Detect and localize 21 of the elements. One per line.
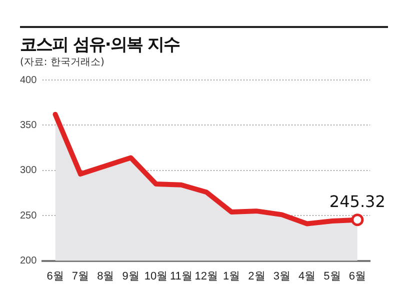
y-tick-label: 350 (20, 120, 38, 131)
chart-title: 코스피 섬유·의복 지수 (20, 34, 180, 56)
x-tick-label: 3월 (273, 270, 290, 282)
x-tick-label: 4월 (298, 270, 316, 282)
y-tick-label: 250 (20, 210, 38, 222)
y-tick-label: 400 (20, 74, 38, 86)
x-tick-label: 9월 (122, 270, 140, 282)
x-tick-label: 7월 (72, 270, 90, 282)
x-tick-label: 12월 (194, 270, 218, 282)
y-tick-label: 300 (20, 165, 38, 176)
x-tick-label: 6월 (46, 270, 64, 282)
chart-subtitle: (자료: 한국거래소) (20, 56, 104, 69)
x-tick-label: 11월 (170, 270, 192, 282)
data-label: 245.32 (329, 192, 386, 211)
x-tick-label: 2월 (248, 270, 266, 282)
y-tick-label: 200 (20, 256, 38, 267)
x-tick-label: 5월 (324, 270, 341, 282)
x-tick-label: 8월 (97, 270, 114, 282)
x-tick-label: 6월 (348, 270, 366, 282)
x-tick-label: 1월 (222, 270, 240, 282)
x-tick-label: 10월 (144, 270, 168, 282)
